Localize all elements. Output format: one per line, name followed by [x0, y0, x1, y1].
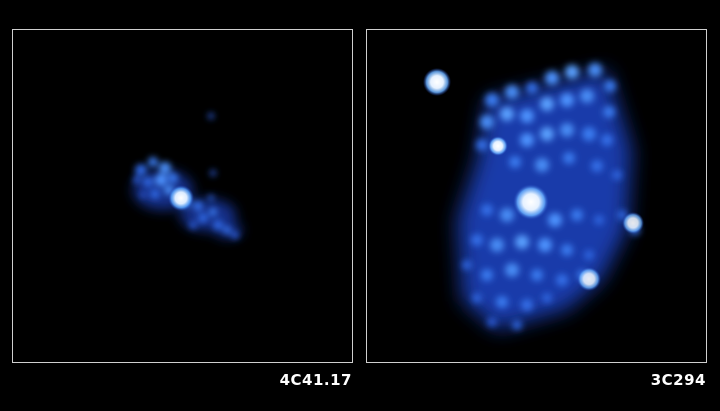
point-source-right — [622, 212, 644, 234]
label-4c41-17: 4C41.17 — [280, 371, 352, 389]
image-panel-3c294 — [366, 29, 707, 363]
xray-image-3c294 — [367, 30, 707, 363]
label-3c294: 3C294 — [651, 371, 706, 389]
central-nucleus — [513, 184, 549, 220]
point-source-top-left — [423, 68, 451, 96]
point-source-upper — [488, 136, 508, 156]
bright-nucleus — [168, 185, 194, 211]
point-source-lower-right — [577, 267, 601, 291]
image-panel-4c41-17 — [12, 29, 353, 363]
xray-image-4c41-17 — [13, 30, 353, 363]
